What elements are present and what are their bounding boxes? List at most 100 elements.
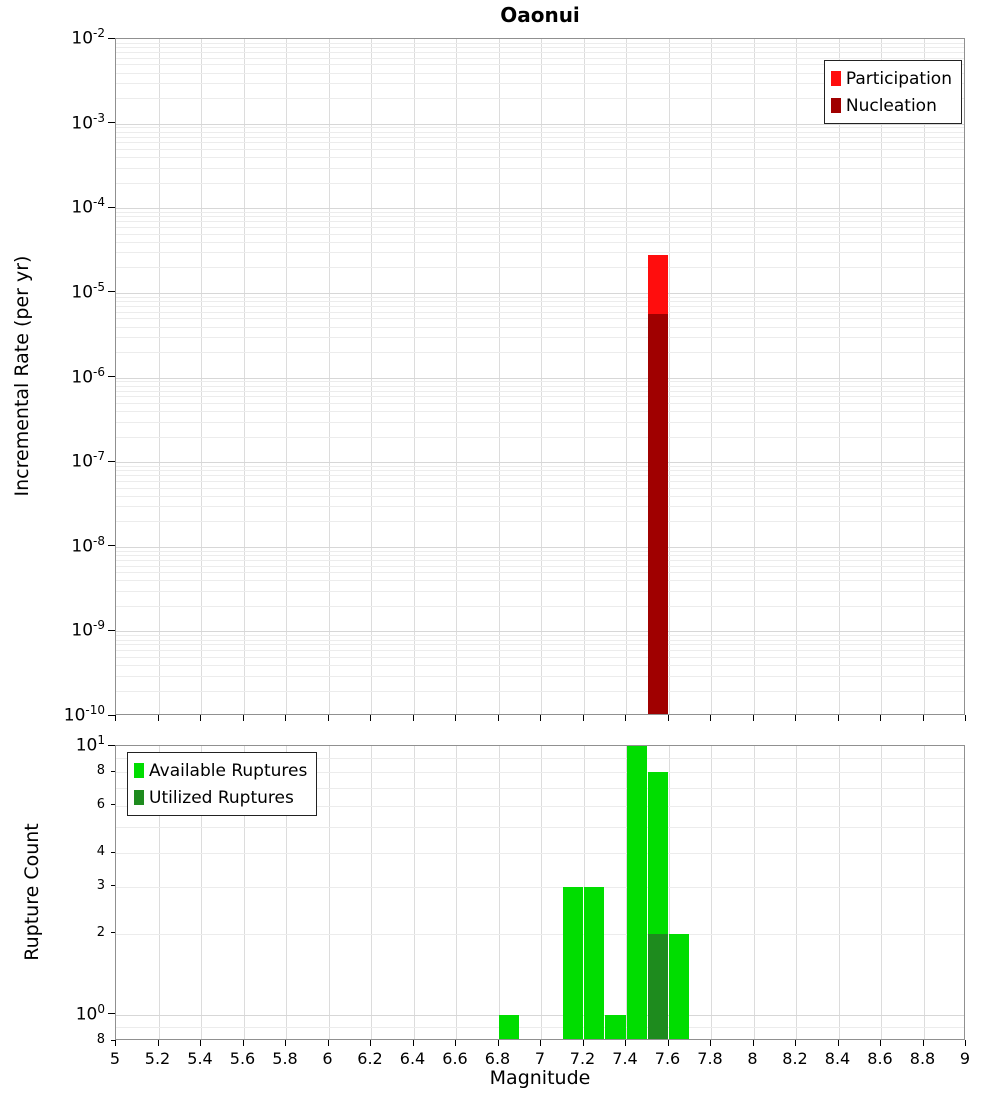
y-axis-tick (108, 206, 115, 208)
gridline-minor (116, 396, 964, 398)
participation-swatch-icon (830, 71, 841, 86)
gridline-major (116, 631, 964, 633)
x-axis-tick (242, 1040, 244, 1046)
legend-item-available-ruptures: Available Ruptures (134, 757, 307, 784)
y-axis-tick-label: 100 (75, 1001, 105, 1025)
y-axis-tick-label: 10-9 (71, 618, 105, 642)
x-axis-tick (115, 715, 116, 721)
gridline-minor (116, 933, 964, 935)
x-axis-tick-label: 8.2 (782, 1049, 808, 1068)
gridline-vertical (541, 39, 542, 714)
gridline-minor (116, 318, 964, 320)
x-axis-tick-label: 8.8 (909, 1049, 936, 1068)
gridline-minor (116, 650, 964, 652)
x-axis-tick-label: 8.4 (824, 1049, 851, 1068)
chart-title: Oaonui (500, 3, 580, 27)
y-axis-tick (108, 1013, 115, 1015)
gridline-minor (116, 411, 964, 413)
x-axis-tick (497, 1040, 499, 1046)
gridline-minor (116, 559, 964, 561)
gridline-vertical (286, 39, 287, 714)
bar-available-ruptures (626, 746, 647, 1039)
y-axis-minor-tick (111, 1039, 115, 1041)
x-axis-tick (625, 1040, 626, 1046)
gridline-minor (116, 167, 964, 169)
x-axis-tick (837, 1040, 839, 1046)
gridline-vertical (243, 746, 245, 1039)
gridline-minor (116, 157, 964, 159)
gridline-minor (116, 136, 964, 138)
gridline-minor (116, 326, 964, 328)
gridline-minor (116, 385, 964, 387)
x-axis-tick (710, 715, 711, 721)
y-axis-tick-label: 10-6 (71, 364, 105, 388)
x-axis-tick (837, 715, 839, 721)
gridline-vertical (413, 746, 415, 1039)
legend-label: Participation (845, 68, 952, 89)
x-axis-tick-label: 6.4 (399, 1049, 426, 1068)
gridline-minor (116, 436, 964, 438)
gridline-minor (116, 495, 964, 497)
gridline-major (116, 208, 964, 210)
gridline-minor (116, 305, 964, 307)
x-axis-tick-label: 9 (959, 1049, 971, 1068)
gridline-vertical (881, 746, 882, 1039)
x-axis-tick (795, 715, 796, 721)
x-axis-tick (965, 1040, 966, 1046)
gridline-minor (116, 352, 964, 354)
y-axis-tick (108, 460, 115, 462)
x-axis-tick-label: 5.6 (229, 1049, 256, 1068)
y-axis-tick (108, 291, 115, 293)
y-axis-minor-tick (111, 804, 115, 806)
y-axis-tick (108, 545, 115, 547)
y-axis-tick-label: 10-8 (71, 533, 105, 557)
gridline-vertical (668, 39, 670, 714)
gridline-vertical (711, 746, 712, 1039)
rate-y-axis-label: Incremental Rate (per yr) (11, 255, 33, 497)
x-axis-tick (157, 715, 159, 721)
gridline-minor (116, 402, 964, 404)
gridline-minor (116, 487, 964, 489)
y-axis-minor-tick-label: 4 (96, 844, 105, 860)
gridline-minor (116, 550, 964, 552)
y-axis-minor-tick (111, 770, 115, 772)
legend-label: Utilized Ruptures (149, 787, 294, 808)
y-axis-tick-label: 10-7 (71, 449, 105, 472)
gridline-minor (116, 216, 964, 218)
x-axis-tick-label: 7.2 (569, 1049, 596, 1068)
gridline-vertical (158, 746, 160, 1039)
x-axis-tick (455, 715, 456, 721)
y-axis-tick-label: 10-10 (63, 703, 105, 726)
gridline-vertical (158, 39, 160, 714)
gridline-minor (116, 337, 964, 339)
x-axis-tick-label: 6.8 (484, 1049, 511, 1068)
x-axis-tick (752, 1040, 754, 1046)
x-axis-tick (115, 1040, 116, 1046)
gridline-minor (116, 644, 964, 646)
x-axis-tick (582, 715, 584, 721)
x-axis-tick-label: 5.4 (187, 1049, 213, 1068)
x-axis-tick (412, 1040, 414, 1046)
gridline-minor (116, 480, 964, 482)
gridline-major (116, 1014, 964, 1016)
gridline-minor (116, 42, 964, 44)
x-axis-tick (200, 1040, 201, 1046)
x-axis-tick (540, 1040, 541, 1046)
x-axis-tick-label: 5 (109, 1049, 121, 1068)
x-axis-tick-label: 7 (534, 1049, 546, 1068)
gridline-vertical (456, 746, 457, 1039)
gridline-minor (116, 886, 964, 888)
gridline-minor (116, 635, 964, 637)
x-axis-tick (625, 715, 626, 721)
gridline-minor (116, 47, 964, 49)
gridline-vertical (711, 39, 712, 714)
gridline-minor (116, 72, 964, 74)
x-axis-tick (157, 1040, 159, 1046)
gridline-vertical (201, 39, 202, 714)
x-axis-tick-label: 5.2 (144, 1049, 171, 1068)
gridline-minor (116, 772, 964, 774)
gridline-minor (116, 52, 964, 54)
gridline-minor (116, 252, 964, 254)
gridline-minor (116, 565, 964, 567)
